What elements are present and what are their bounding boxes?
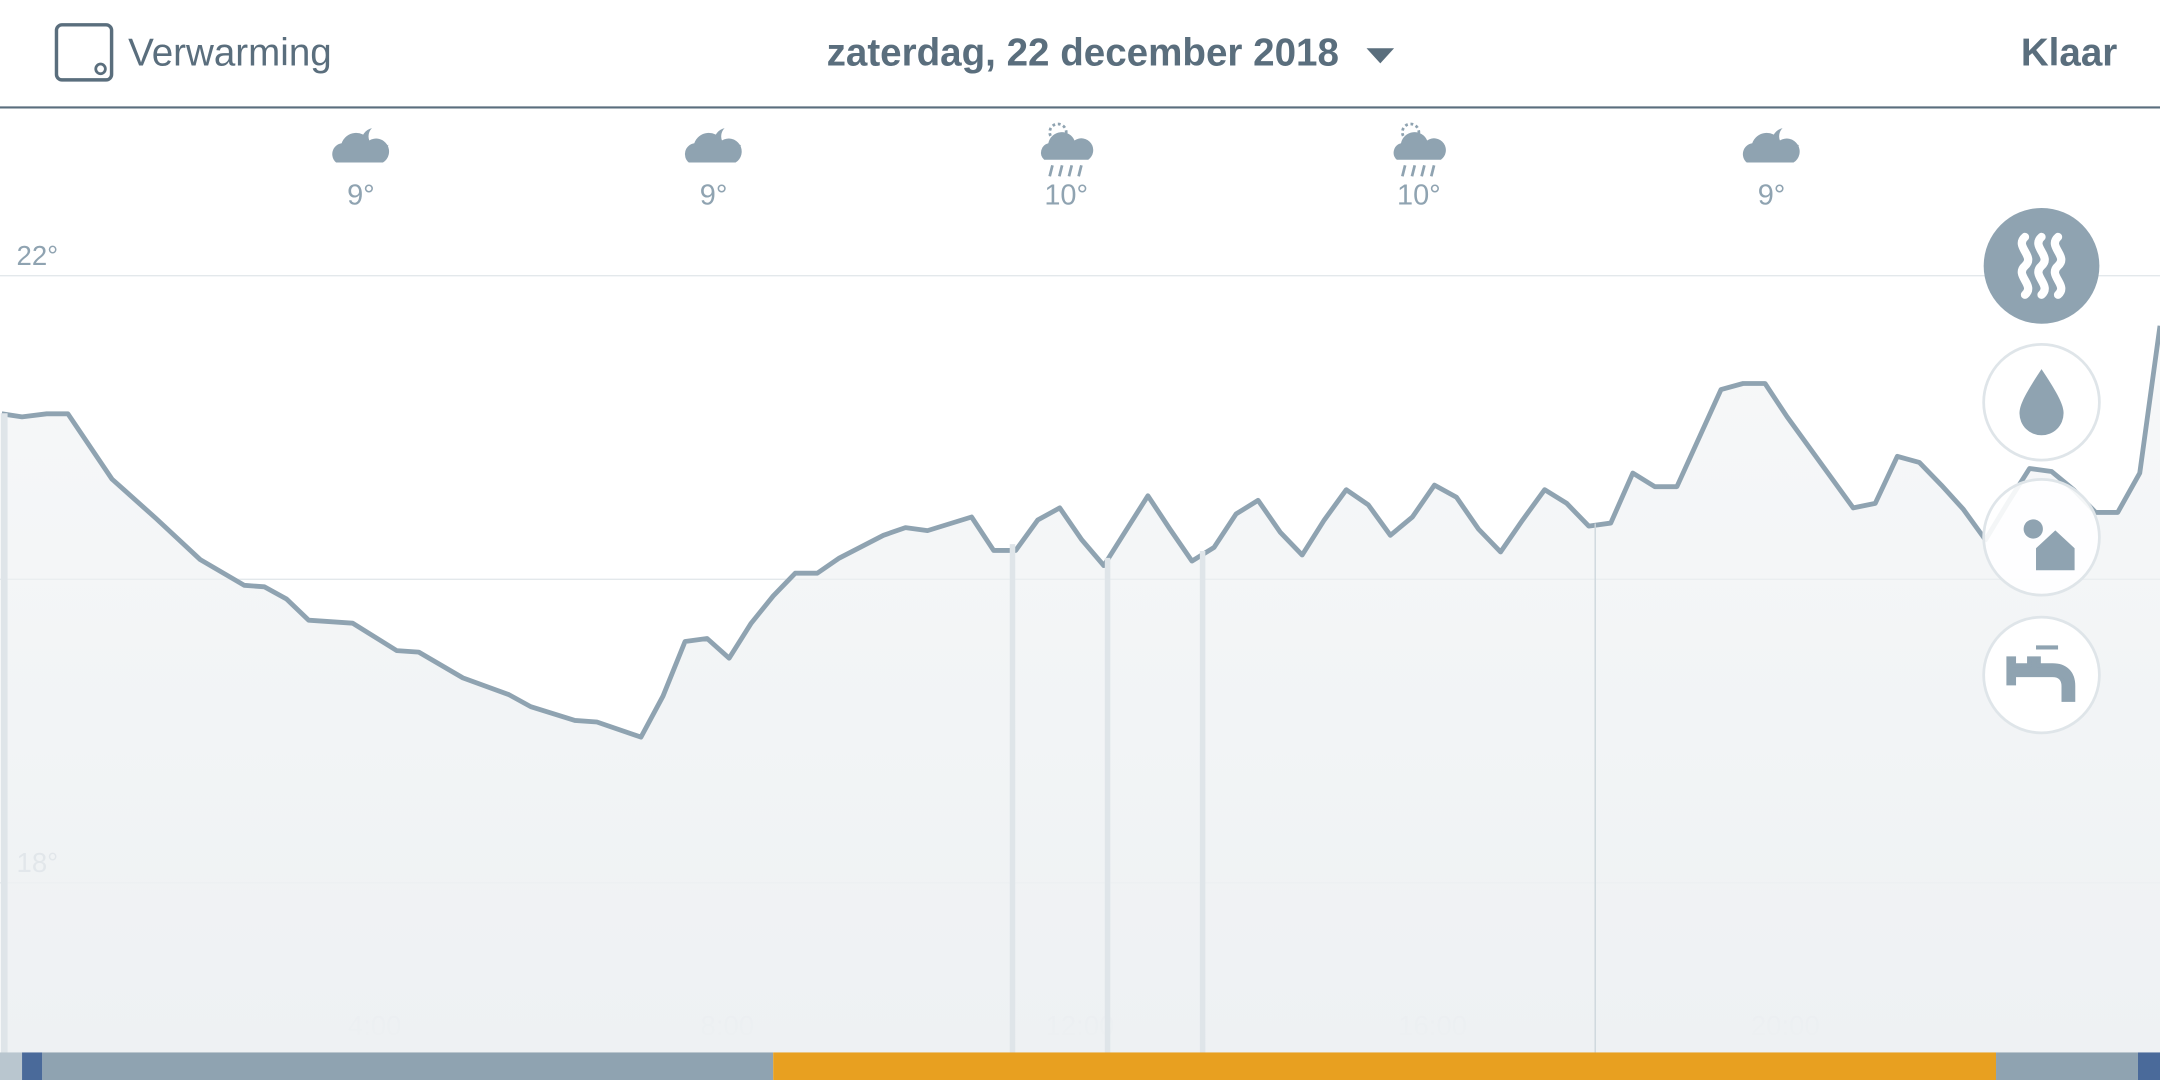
schedule-segment xyxy=(2137,1052,2160,1080)
cloud-icon xyxy=(1742,132,1800,163)
done-button[interactable]: Klaar xyxy=(2021,31,2117,74)
schedule-segment xyxy=(22,1052,43,1080)
weather-temp: 9° xyxy=(347,180,375,212)
schedule-segment xyxy=(773,1052,1997,1080)
cloud-icon xyxy=(1393,132,1446,160)
weather-item: 10° xyxy=(1040,122,1094,212)
rain-icon xyxy=(1048,164,1083,177)
area xyxy=(1,325,2160,1053)
weather-temp: 10° xyxy=(1044,180,1088,212)
weather-temp: 9° xyxy=(700,180,728,212)
schedule-segment xyxy=(42,1052,774,1080)
event-markers xyxy=(0,413,1596,1080)
weather-item: 10° xyxy=(1393,122,1446,212)
tap-icon xyxy=(2006,645,2076,702)
house-icon xyxy=(2036,530,2075,571)
sun-icon xyxy=(2023,519,2043,539)
mode-buttons xyxy=(1982,208,2101,735)
cloud-icon xyxy=(332,132,390,163)
thermostat-icon xyxy=(54,23,114,82)
weather-item: 9° xyxy=(1742,128,1800,212)
y-tick-label: 22° xyxy=(17,240,59,271)
dropdown-arrow[interactable] xyxy=(1366,48,1395,64)
weather-temp: 9° xyxy=(1758,180,1786,212)
weather-temp: 10° xyxy=(1397,180,1441,212)
schedule-segment xyxy=(1996,1052,2138,1080)
header: Verwarming zaterdag, 22 december 2018 Kl… xyxy=(0,23,2160,109)
weather-item: 9° xyxy=(332,128,390,212)
cloud-icon xyxy=(684,132,742,163)
schedule-segment xyxy=(0,1052,23,1080)
weather-item: 9° xyxy=(684,128,742,212)
humidity-icon xyxy=(2019,369,2064,436)
device-name: Verwarming xyxy=(128,31,332,74)
rain-icon xyxy=(1401,164,1436,177)
cloud-icon xyxy=(1040,132,1094,160)
temperature-line xyxy=(1,325,2160,740)
outdoor-button[interactable] xyxy=(1982,478,2101,597)
plot: 22°18°4:008:0012:0016:0020:009°9°10°10°9… xyxy=(0,122,2160,1053)
thermostat-dot xyxy=(94,62,107,76)
heating-icon xyxy=(2017,232,2066,299)
date-picker[interactable]: zaterdag, 22 december 2018 xyxy=(827,31,1339,74)
